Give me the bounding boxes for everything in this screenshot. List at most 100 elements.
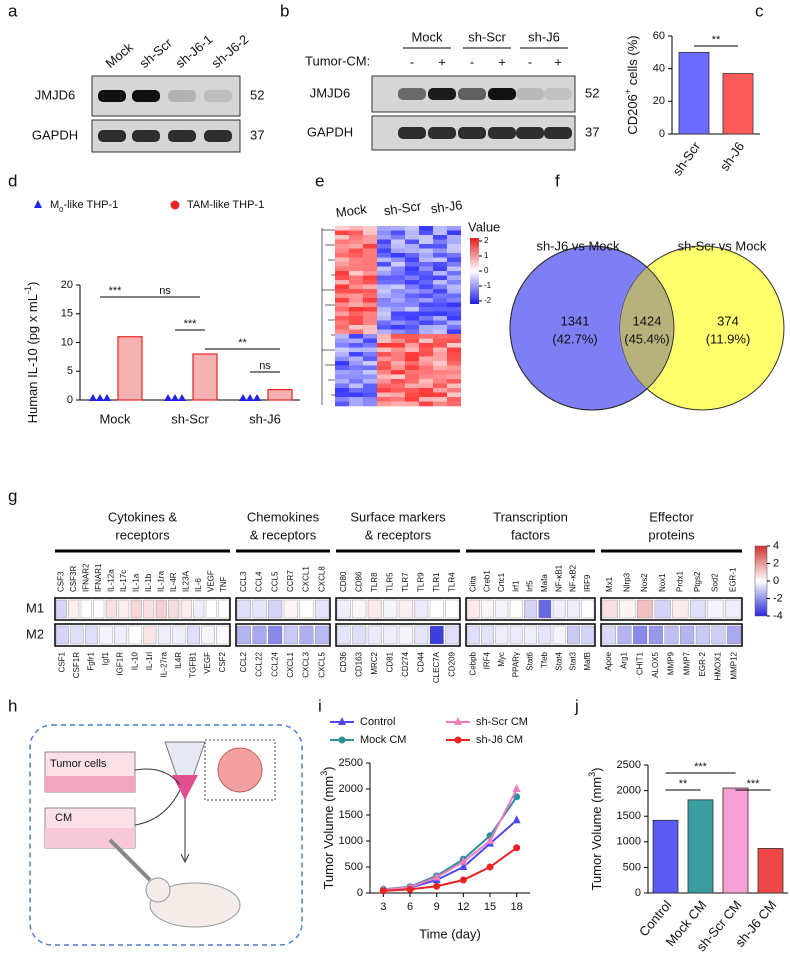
y-axis-label: CD206+ cells (%): [623, 35, 640, 134]
heat-cell: [433, 365, 447, 371]
kda-label: 52: [585, 85, 599, 100]
heat-cell: [447, 298, 461, 303]
gene-label: Apoe: [604, 651, 613, 670]
gene-label: TGFB1: [189, 651, 198, 677]
marker: [103, 394, 111, 401]
heat-cell: [433, 338, 447, 344]
group-box: [235, 623, 331, 647]
gene-label: Ciita: [468, 575, 477, 592]
heat-cell: [391, 343, 405, 348]
point: [433, 882, 441, 890]
y-tick-label: 0: [67, 394, 73, 406]
x-tick-label: 15: [484, 901, 496, 913]
gene-label: TLR5: [385, 572, 394, 592]
column-label: sh-J6: [430, 197, 464, 216]
heat-cell: [335, 356, 349, 362]
heat-cell: [377, 284, 391, 290]
heat-cell: [377, 392, 391, 398]
group-title: & receptors: [365, 527, 432, 542]
panel-label: d: [8, 171, 17, 190]
series-line: [383, 846, 518, 892]
heat-cell: [405, 262, 419, 267]
heat-cell: [405, 230, 419, 236]
heat-cell: [377, 280, 391, 285]
group-box: [465, 623, 596, 647]
cell: [55, 625, 69, 645]
heat-cell: [447, 361, 461, 366]
heat-cell: [447, 320, 461, 326]
group-box: [600, 623, 743, 647]
heat-cell: [349, 325, 363, 330]
gene-label: IRF4: [483, 651, 492, 669]
group-box: [335, 597, 461, 621]
heat-cell: [391, 266, 405, 272]
legend-marker: [338, 736, 346, 744]
y-tick-label: 2500: [339, 757, 363, 769]
gene-label: CCL3: [239, 571, 248, 592]
cell: [445, 625, 460, 645]
mouse-head: [145, 877, 171, 903]
legend-label: Mock CM: [360, 734, 406, 746]
legend-marker: [34, 200, 42, 208]
gene-label: MMP9: [667, 651, 676, 675]
cell: [495, 625, 509, 645]
heat-cell: [419, 230, 433, 236]
heat-cell: [349, 343, 363, 348]
heat-cell: [349, 257, 363, 263]
y-axis-label-part: ): [321, 766, 336, 770]
gene-label: CD80: [339, 571, 348, 592]
heat-cell: [419, 370, 433, 375]
column-label: sh-Scr: [383, 198, 423, 218]
heat-cell: [433, 392, 447, 398]
heat-cell: [349, 374, 363, 380]
y-axis-label-part: +: [623, 89, 633, 94]
heat-cell: [377, 374, 391, 380]
heat-cell: [391, 298, 405, 303]
gene-label: TLR9: [416, 572, 425, 592]
cell: [128, 625, 142, 645]
cell: [695, 625, 710, 645]
marker: [96, 394, 104, 401]
cell: [187, 625, 200, 645]
heat-cell: [433, 226, 447, 231]
x-tick-label: sh-J6: [717, 139, 748, 174]
y-tick-label: 20: [61, 279, 73, 291]
heat-cell: [433, 298, 447, 303]
heat-cell: [419, 293, 433, 299]
heat-cell: [405, 388, 419, 393]
heat-cell: [391, 338, 405, 344]
heat-cell: [433, 325, 447, 330]
bar: [192, 353, 218, 401]
cell: [143, 599, 155, 619]
heat-cell: [363, 293, 377, 299]
heat-cell: [349, 379, 363, 384]
heat-cell: [363, 266, 377, 272]
heat-cell: [363, 262, 377, 267]
band: [204, 130, 232, 142]
y-tick-label: 10: [61, 336, 73, 348]
group-title: receptors: [115, 527, 170, 542]
cell: [617, 625, 632, 645]
syringe: [108, 838, 152, 882]
gene-label: Nos2: [640, 573, 649, 592]
row-label: GAPDH: [32, 127, 78, 142]
legend-label: M0-like THP-1: [50, 199, 118, 214]
gene-label: Stat3: [569, 651, 578, 670]
point: [379, 887, 387, 895]
band: [488, 127, 516, 139]
heat-cell: [363, 230, 377, 236]
group-box: [235, 597, 331, 621]
legend-label: sh-J6 CM: [476, 734, 523, 746]
cell: [352, 625, 367, 645]
marker: [246, 394, 254, 401]
point: [513, 793, 521, 801]
heat-cell: [433, 271, 447, 276]
gene-label: Sod2: [711, 573, 720, 592]
heat-cell: [391, 257, 405, 263]
gene-label: Igf1: [101, 651, 110, 665]
heat-cell: [335, 235, 349, 240]
cell: [93, 599, 105, 619]
heat-cell: [335, 280, 349, 285]
heat-cell: [349, 280, 363, 285]
cell: [654, 599, 671, 619]
